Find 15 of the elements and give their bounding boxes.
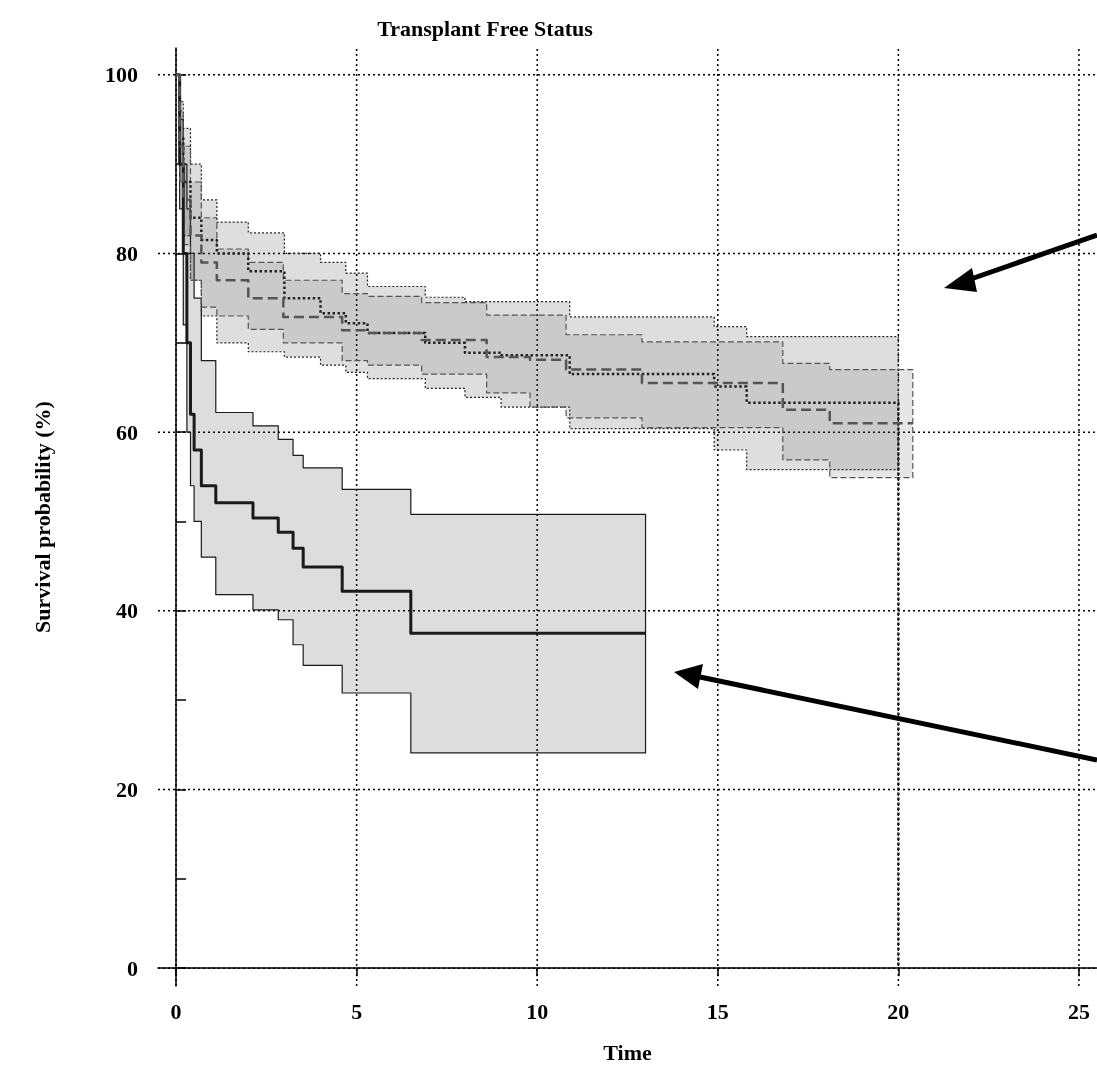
x-tick-label: 25 <box>1067 998 1090 1024</box>
x-tick-label: 5 <box>351 998 363 1024</box>
x-tick-label: 0 <box>170 998 182 1024</box>
y-tick-label: 20 <box>116 776 138 802</box>
x-tick-label: 15 <box>706 998 729 1024</box>
y-tick-label: 60 <box>116 419 138 445</box>
y-tick-label: 100 <box>105 62 138 88</box>
x-axis-title: Time <box>603 1039 652 1065</box>
y-tick-label: 40 <box>116 598 138 624</box>
y-tick-label: 80 <box>116 240 138 266</box>
x-tick-label: 10 <box>526 998 549 1024</box>
y-tick-label: 0 <box>127 955 138 981</box>
y-axis-title: Survival probability (%) <box>29 401 55 633</box>
chart-title: Transplant Free Status <box>377 15 594 41</box>
x-tick-label: 20 <box>887 998 910 1024</box>
